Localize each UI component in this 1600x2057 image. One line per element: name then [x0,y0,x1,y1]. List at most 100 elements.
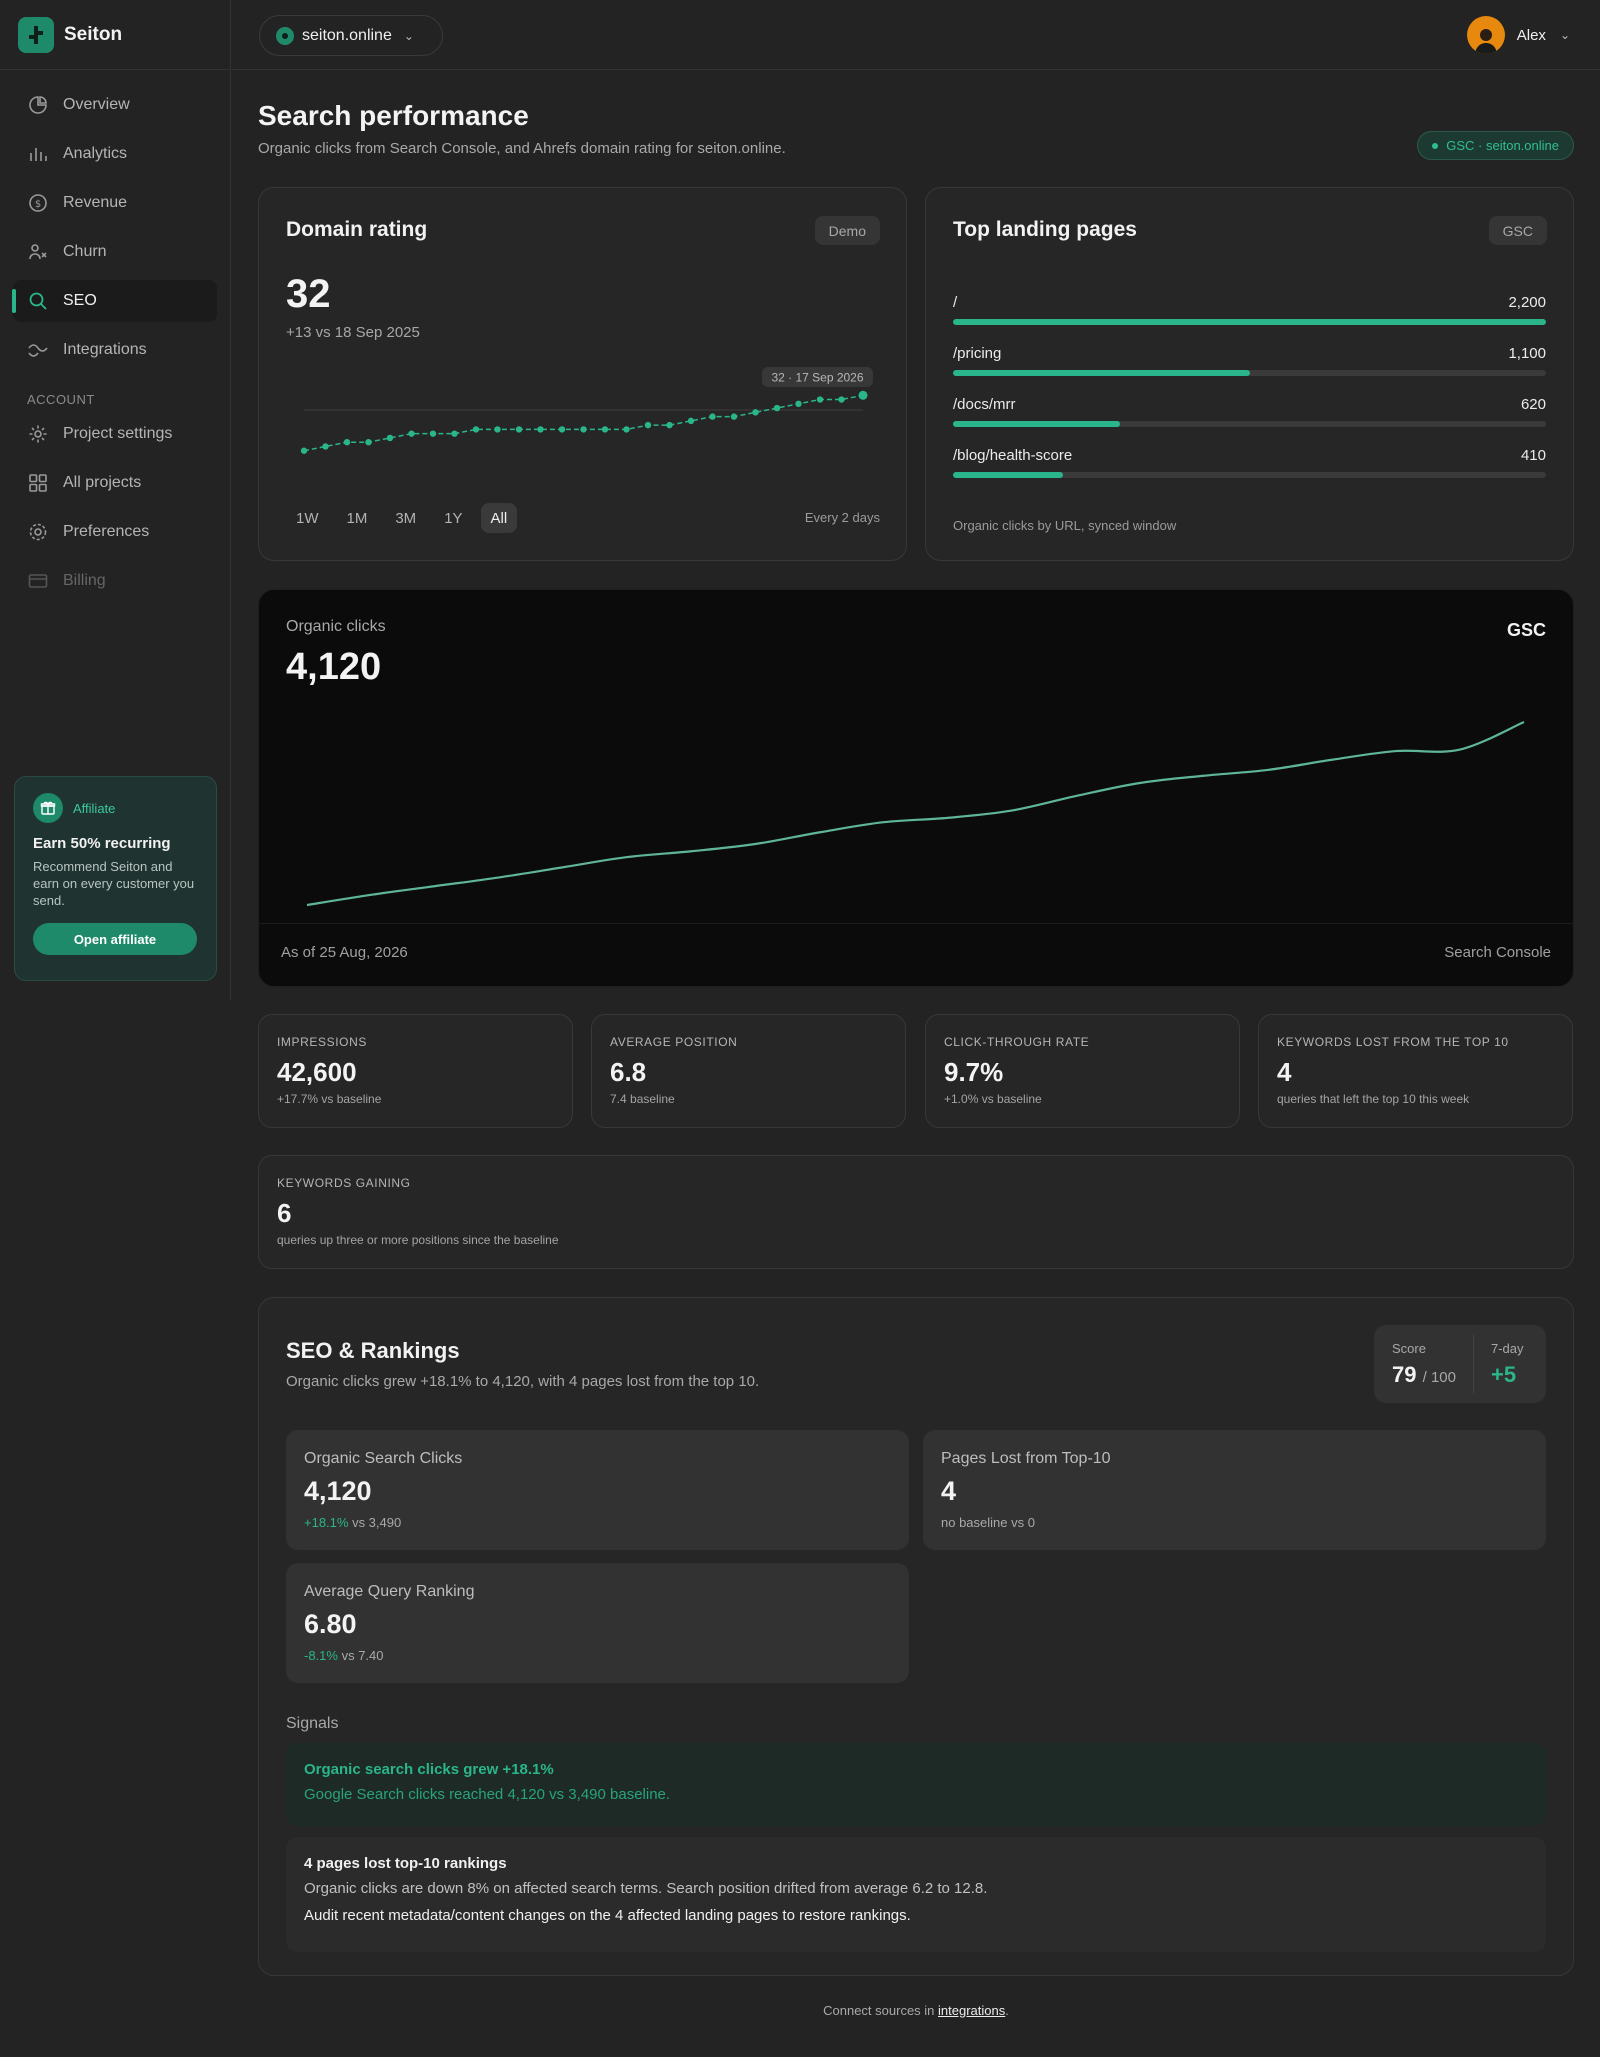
progress-fill [953,319,1546,325]
gift-icon [33,793,63,823]
average-position-card: AVERAGE POSITION 6.8 7.4 baseline [591,1014,906,1128]
domain-rating-line [303,394,864,452]
sidebar-item-overview[interactable]: Overview [13,84,217,126]
sidebar-item-integrations[interactable]: Integrations [13,329,217,371]
keywords-gaining-card: KEYWORDS GAINING 6 queries up three or m… [258,1155,1574,1269]
list-item[interactable]: /docs/mrr 620 [953,396,1546,427]
domain-rating-point [816,396,824,403]
seiton-logo-icon [18,16,54,53]
sidebar-item-preferences[interactable]: Preferences [13,511,217,553]
domain-rating-value: 32 [286,272,331,316]
ctr-card: CLICK-THROUGH RATE 9.7% +1.0% vs baselin… [925,1014,1240,1128]
domain-rating-card: Domain rating Demo 32 +13 vs 18 Sep 2025… [258,187,907,561]
range-tab-1y[interactable]: 1Y [444,509,463,527]
sidebar-item-revenue[interactable]: $ Revenue [13,182,217,224]
list-item[interactable]: / 2,200 [953,294,1546,325]
progress-track [953,319,1546,325]
domain-rating-point [580,426,587,433]
affiliate-tag: Affiliate [73,800,116,816]
landing-page-clicks: 410 [1520,447,1546,464]
account-section-label: ACCOUNT [27,392,95,407]
keywords-lost-card: KEYWORDS LOST FROM THE TOP 10 4 queries … [1258,1014,1573,1128]
chart-tooltip: 32 · 17 Sep 2026 [771,371,863,385]
gsc-tag: GSC [1488,216,1547,245]
brand[interactable]: Seiton [0,0,230,70]
sidebar-item-churn[interactable]: Churn [13,231,217,273]
landing-pages-footer: Organic clicks by URL, synced window [953,518,1177,533]
page-subtitle: Organic clicks from Search Console, and … [258,140,786,157]
list-item[interactable]: /pricing 1,100 [953,345,1546,376]
domain-rating-delta: +13 vs 18 Sep 2025 [286,324,420,341]
organic-clicks-line [306,720,1525,907]
sidebar-item-billing[interactable]: Billing [13,560,217,602]
signal-action: Audit recent metadata/content changes on… [304,1907,911,1924]
open-affiliate-button[interactable]: Open affiliate [33,923,197,955]
score-box: Score 79 / 100 7-day +5 [1374,1325,1546,1403]
signals-label: Signals [286,1715,339,1732]
dollar-circle-icon: $ [27,192,49,214]
landing-page-path: / [953,294,958,311]
signal-title: Organic search clicks grew +18.1% [304,1761,554,1778]
seo-rankings-title: SEO & Rankings [286,1338,460,1363]
sidebar-item-label: Churn [63,243,107,260]
domain-rating-point [623,426,630,433]
organic-clicks-label: Organic clicks [286,618,386,635]
seo-rankings-card: SEO & Rankings Organic clicks grew +18.1… [258,1297,1574,1976]
kpi-sub: queries that left the top 10 this week [1277,1092,1470,1106]
metric-label: Organic Search Clicks [304,1450,463,1467]
domain-rating-point [386,434,394,442]
sidebar-item-analytics[interactable]: Analytics [13,133,217,175]
organic-clicks-source: GSC [1506,620,1546,640]
metric-compare: vs 7.40 [337,1648,384,1663]
progress-fill [953,370,1250,376]
pages-lost-metric: Pages Lost from Top-10 4 no baseline vs … [923,1430,1546,1550]
progress-track [953,472,1546,478]
footer-suffix: . [1005,2003,1009,2018]
kpi-sub: +17.7% vs baseline [277,1092,382,1106]
main-nav: Overview Analytics $ Revenue Churn SEO [0,70,230,602]
landing-page-clicks: 620 [1520,396,1546,413]
domain-rating-chart: 32 · 17 Sep 2026 [300,367,873,454]
search-icon [27,290,49,312]
kpi-sub: +1.0% vs baseline [944,1092,1042,1106]
sidebar-item-seo[interactable]: SEO [12,280,217,322]
footer-prefix: Connect sources in [823,2003,939,2018]
range-tab-1m[interactable]: 1M [346,509,368,527]
landing-page-path: /pricing [953,345,1002,362]
credit-card-icon [27,570,49,592]
domain-rating-point [644,421,652,429]
user-remove-icon [27,241,49,263]
progress-track [953,421,1546,427]
landing-page-path: /docs/mrr [953,396,1016,413]
pie-chart-icon [27,94,49,116]
chart-tooltip-bg [762,367,873,387]
kpi-value: 6 [277,1198,292,1228]
chevron-down-icon: ⌄ [1559,28,1570,42]
range-tab-1w[interactable]: 1W [296,509,319,527]
sidebar-item-all-projects[interactable]: All projects [13,462,217,504]
metric-compare: vs 3,490 [348,1515,402,1530]
kpi-label: KEYWORDS GAINING [277,1176,411,1190]
domain-rating-point [429,430,437,437]
page-title: Search performance [258,100,529,131]
domain-rating-point [666,421,673,429]
site-selector[interactable]: seiton.online ⌄ [259,15,443,56]
average-query-ranking-metric: Average Query Ranking 6.80 -8.1% vs 7.40 [286,1563,909,1683]
topbar: seiton.online ⌄ Alex ⌄ [232,0,1600,70]
list-item[interactable]: /blog/health-score 410 [953,447,1546,478]
sidebar-item-label: SEO [63,292,97,309]
range-tab-3m[interactable]: 3M [395,509,417,527]
impressions-card: IMPRESSIONS 42,600 +17.7% vs baseline [258,1014,573,1128]
domain-rating-point [795,400,802,407]
sidebar-item-project-settings[interactable]: Project settings [13,413,217,455]
domain-rating-point [752,409,759,416]
sidebar-item-label: Project settings [63,425,173,442]
seo-rankings-subtitle: Organic clicks grew +18.1% to 4,120, wit… [286,1373,760,1390]
range-tab-all[interactable]: All [480,503,518,533]
update-frequency: Every 2 days [804,510,880,525]
sidebar-item-label: Billing [63,572,106,589]
metric-value: 4,120 [304,1476,372,1506]
user-menu[interactable]: Alex ⌄ [1466,16,1570,54]
integrations-link[interactable]: integrations [938,2003,1006,2018]
sidebar-item-label: Preferences [63,523,150,540]
